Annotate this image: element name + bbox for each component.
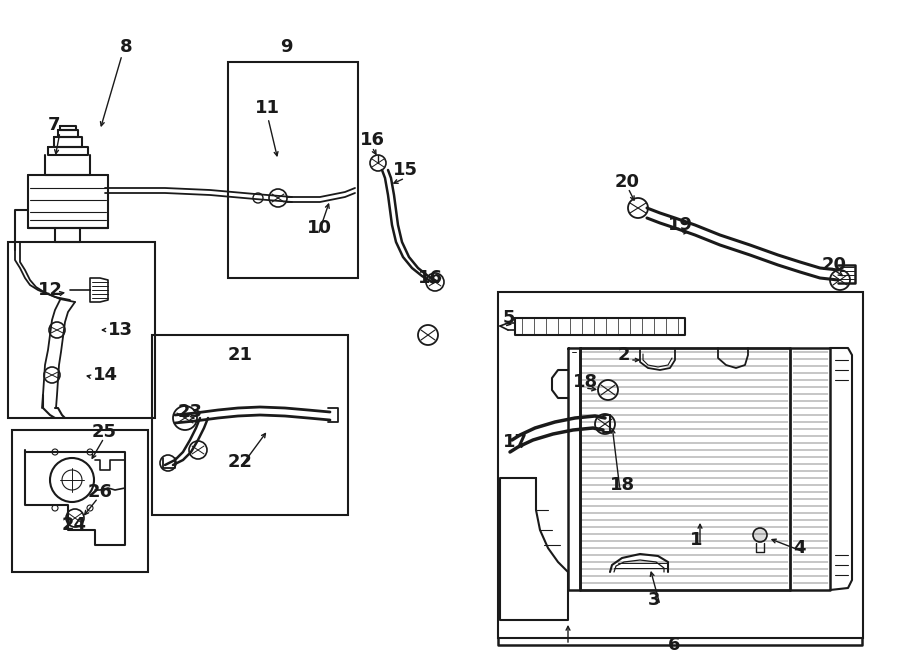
Bar: [152, 335, 348, 515]
Text: 20: 20: [822, 256, 847, 274]
Text: 12: 12: [38, 281, 63, 299]
Text: 18: 18: [610, 476, 635, 494]
Text: 1: 1: [690, 531, 703, 549]
Bar: [8, 242, 155, 418]
Text: 13: 13: [108, 321, 133, 339]
Text: 5: 5: [503, 309, 516, 327]
Circle shape: [753, 528, 767, 542]
Text: 15: 15: [393, 161, 418, 179]
Text: 4: 4: [793, 539, 806, 557]
Text: 22: 22: [228, 453, 253, 471]
Text: 14: 14: [93, 366, 118, 384]
Text: 23: 23: [178, 403, 203, 421]
Text: 7: 7: [48, 116, 60, 134]
Text: 19: 19: [668, 216, 693, 234]
Text: 9: 9: [280, 38, 292, 56]
Bar: [12, 430, 148, 572]
Text: 24: 24: [62, 516, 87, 534]
Text: 16: 16: [360, 131, 385, 149]
Text: 17: 17: [503, 433, 528, 451]
Text: 18: 18: [573, 373, 598, 391]
Text: 21: 21: [228, 346, 253, 364]
Text: 20: 20: [615, 173, 640, 191]
Text: 3: 3: [648, 591, 661, 609]
Text: 11: 11: [255, 99, 280, 117]
Text: 2: 2: [618, 346, 631, 364]
Text: 8: 8: [120, 38, 132, 56]
Bar: [498, 292, 863, 638]
Text: 25: 25: [92, 423, 117, 441]
Text: 10: 10: [307, 219, 332, 237]
Bar: [228, 62, 358, 278]
Text: 26: 26: [88, 483, 113, 501]
Text: 6: 6: [668, 636, 680, 654]
Text: 16: 16: [418, 269, 443, 287]
